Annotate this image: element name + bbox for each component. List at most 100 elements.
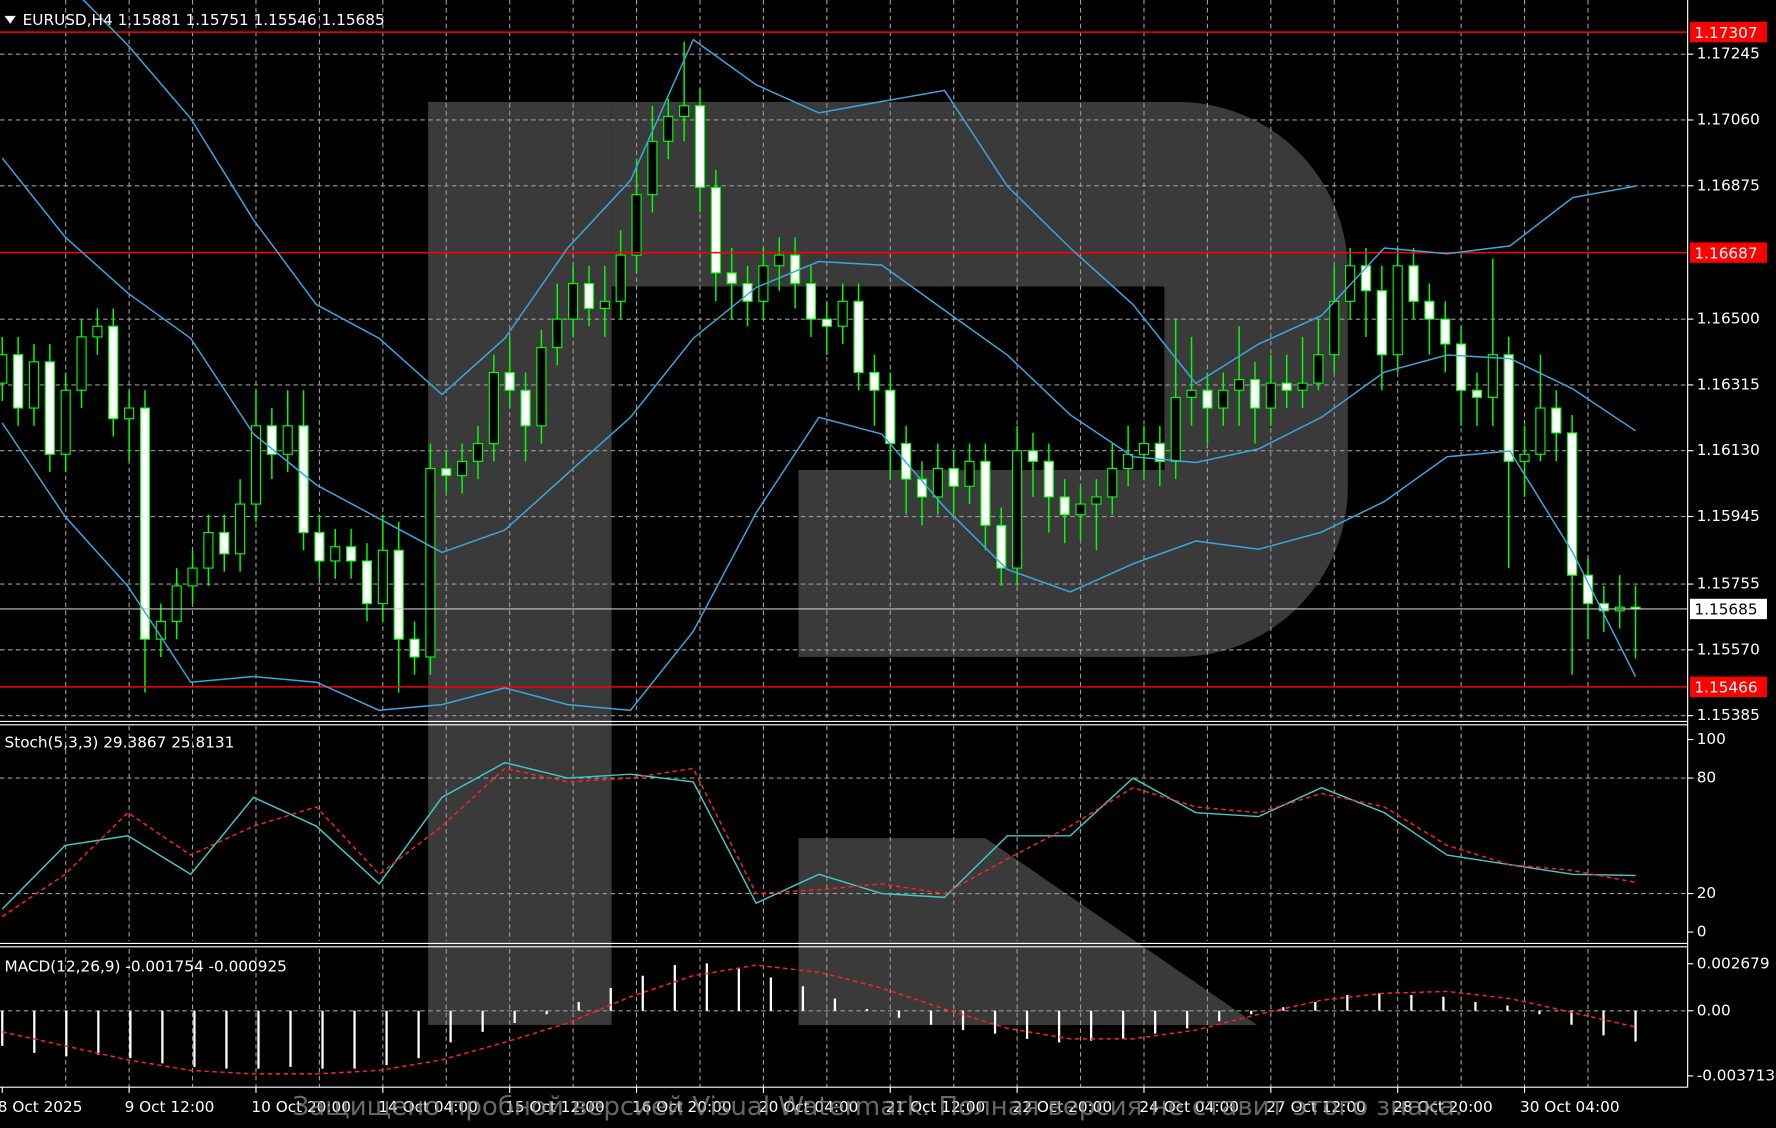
candle-body — [663, 115, 674, 142]
candle-body — [853, 300, 864, 374]
candle-body — [1202, 389, 1213, 409]
candle-body — [552, 318, 563, 349]
candle-body — [536, 347, 547, 427]
candle-body — [76, 336, 87, 391]
pane-frames — [0, 0, 1689, 1088]
x-tick-label: 21 Oct 12:00 — [886, 1098, 986, 1116]
indicator-line — [1, 767, 1636, 918]
candle-body — [488, 371, 499, 445]
candle-body — [869, 371, 880, 391]
level-label: 1.16687 — [1694, 244, 1757, 262]
level-label-box — [1689, 242, 1767, 263]
x-tick-label: 15 Oct 12:00 — [505, 1098, 605, 1116]
candle-body — [409, 638, 420, 658]
y-tick-label: 0 — [1697, 923, 1707, 941]
candle-body — [393, 549, 404, 640]
candle-body — [361, 560, 373, 605]
candle-body — [1471, 389, 1483, 398]
candle-body — [726, 272, 737, 285]
candle-body — [1408, 265, 1419, 302]
chart-title: EURUSD,H4 1.15881 1.15751 1.15546 1.1568… — [23, 11, 385, 29]
candle-body — [1345, 265, 1356, 302]
y-tick-label: 1.17060 — [1697, 110, 1760, 128]
candle-body — [1265, 382, 1276, 409]
x-tick-label: 28 Oct 20:00 — [1393, 1098, 1493, 1116]
x-tick-label: 8 Oct 2025 — [0, 1098, 82, 1116]
candle-body — [28, 361, 40, 409]
candle-body — [932, 467, 943, 498]
candle-body — [13, 354, 24, 409]
candle-body — [1456, 343, 1467, 391]
symbol-menu-arrow[interactable] — [4, 15, 16, 24]
y-tick-label: 1.16130 — [1697, 441, 1760, 459]
candle-body — [1091, 496, 1102, 505]
y-tick-label: 1.15570 — [1697, 640, 1760, 658]
candle-body — [1059, 496, 1070, 516]
level-label-box — [1689, 21, 1767, 43]
candle-body — [758, 265, 769, 302]
y-tick-label: 1.16315 — [1697, 375, 1760, 393]
y-tick-label: 1.15385 — [1697, 706, 1760, 724]
candle-body — [441, 467, 452, 477]
macd-pane — [0, 963, 1688, 1075]
x-tick-label: 20 Oct 04:00 — [759, 1098, 859, 1116]
candle-body — [710, 186, 721, 274]
y-tick-label: -0.003713 — [1697, 1066, 1775, 1084]
x-tick-label: 10 Oct 20:00 — [251, 1098, 351, 1116]
candle-body — [124, 407, 135, 420]
candle-body — [1154, 443, 1165, 462]
indicator-line — [2, 964, 1636, 1075]
candle-body — [1424, 300, 1435, 320]
last-price-box — [1689, 598, 1767, 620]
candle-body — [916, 478, 928, 498]
candle-body — [964, 460, 975, 487]
candle-body — [1567, 432, 1578, 576]
candle-body — [235, 503, 246, 555]
candle-body — [44, 361, 55, 455]
candle-body — [1297, 382, 1308, 391]
candle-body — [805, 283, 817, 320]
candle-body — [1392, 265, 1403, 356]
candle-body — [1234, 379, 1245, 391]
candle-body — [1012, 450, 1023, 569]
candle-body — [1218, 389, 1229, 409]
candle-body — [219, 531, 230, 555]
y-tick-label: 1.16875 — [1697, 176, 1760, 194]
candle-body — [1519, 453, 1530, 462]
level-label: 1.17307 — [1694, 24, 1757, 42]
overlay: 1.17307 1.16687 1.15466 1.15685 — [1689, 21, 1767, 698]
candle-body — [60, 389, 71, 455]
candle-body — [504, 371, 515, 391]
y-tick-label: 1.17245 — [1697, 45, 1760, 63]
candle-body — [1535, 407, 1546, 455]
candle-body — [1582, 574, 1594, 605]
candle-body — [457, 460, 468, 477]
x-tick-label: 16 Oct 20:00 — [632, 1098, 732, 1116]
candle-body — [1313, 354, 1324, 384]
stochastic-title: Stoch(5,3,3) 29.3867 25.8131 — [5, 733, 235, 751]
last-price-label: 1.15685 — [1694, 601, 1757, 619]
stochastic-pane — [0, 761, 1688, 918]
candle-body — [472, 443, 484, 462]
candle-body — [425, 467, 436, 658]
candle-body — [742, 283, 753, 302]
candle-body — [694, 105, 706, 189]
candle-body — [266, 425, 277, 455]
candle-body — [1487, 354, 1498, 398]
candle-body — [1376, 290, 1387, 356]
candle-body — [520, 389, 531, 427]
candle-body — [1329, 300, 1340, 356]
x-tick-label: 14 Oct 04:00 — [378, 1098, 478, 1116]
candle-body — [1360, 265, 1372, 292]
candle-body — [568, 283, 579, 320]
candle-body — [980, 460, 991, 526]
candle-body — [1503, 354, 1514, 462]
indicator-line — [1, 416, 1637, 712]
candle-body — [139, 407, 151, 640]
price-pane — [0, 0, 1688, 717]
y-tick-label: 100 — [1697, 730, 1726, 748]
candle-body — [1440, 318, 1451, 345]
candle-body — [948, 467, 959, 487]
